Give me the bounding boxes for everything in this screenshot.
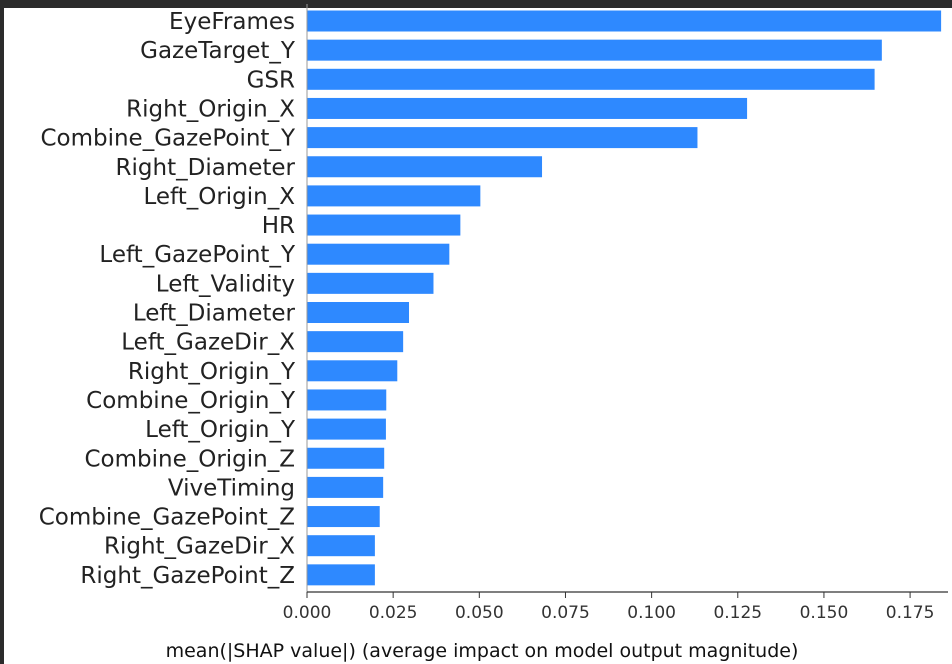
- category-label: Right_GazeDir_X: [104, 534, 295, 560]
- bar-combine-gazepoint-z: [307, 506, 380, 528]
- category-label: Combine_GazePoint_Y: [40, 126, 296, 152]
- category-label: Right_Origin_X: [126, 96, 295, 122]
- x-tick-label: 0.175: [886, 603, 935, 623]
- category-labels-group: EyeFrames GazeTarget_Y GSR Right_Origin_X Co…: [39, 9, 296, 589]
- bar-right-origin-x: [307, 97, 748, 119]
- category-label: GSR: [247, 67, 295, 93]
- bar-left-gazepoint-y: [307, 243, 450, 265]
- bar-combine-gazepoint-y: [307, 127, 698, 149]
- category-label: Left_Diameter: [133, 301, 296, 327]
- x-axis-group: 0.000 0.025 0.050 0.075 0.100 0.125 0.150 0.175: [283, 4, 948, 623]
- bar-vivetiming: [307, 476, 384, 498]
- category-label: Left_Origin_X: [143, 184, 295, 210]
- category-label: Left_Validity: [156, 271, 295, 297]
- x-tick-label: 0.125: [713, 603, 762, 623]
- x-tick-label: 0.075: [541, 603, 590, 623]
- bar-left-origin-y: [307, 418, 386, 440]
- x-tick-label: 0.100: [627, 603, 676, 623]
- bar-left-origin-x: [307, 185, 481, 207]
- bar-combine-origin-y: [307, 389, 387, 411]
- x-tick-label: 0.025: [369, 603, 418, 623]
- category-label: HR: [262, 213, 295, 239]
- bar-left-validity: [307, 272, 434, 294]
- bar-gsr: [307, 68, 875, 90]
- bar-hr: [307, 214, 461, 236]
- category-label: Right_Diameter: [116, 155, 296, 181]
- category-label: Combine_Origin_Y: [86, 388, 296, 414]
- bars-group: [307, 10, 942, 586]
- category-label: Left_GazePoint_Y: [99, 242, 296, 268]
- category-label: Right_GazePoint_Z: [80, 563, 295, 589]
- bar-eyeframes: [307, 10, 942, 32]
- bar-right-origin-y: [307, 360, 398, 382]
- x-axis-title: mean(|SHAP value|) (average impact on mo…: [166, 640, 799, 662]
- bar-right-gazepoint-z: [307, 564, 375, 586]
- category-label: Left_Origin_Y: [145, 417, 296, 443]
- bar-combine-origin-z: [307, 447, 385, 469]
- x-tick-label: 0.050: [455, 603, 504, 623]
- category-label: Left_GazeDir_X: [121, 330, 295, 356]
- category-label: Combine_GazePoint_Z: [39, 505, 295, 531]
- bar-left-gazedir-x: [307, 331, 404, 353]
- bar-right-diameter: [307, 156, 543, 178]
- bar-right-gazedir-x: [307, 535, 375, 557]
- bar-left-diameter: [307, 302, 410, 323]
- category-label: GazeTarget_Y: [140, 38, 296, 64]
- bar-gazetarget-y: [307, 39, 882, 61]
- category-label: ViveTiming: [168, 475, 295, 501]
- x-tick-label: 0.000: [283, 603, 332, 623]
- category-label: Right_Origin_Y: [128, 359, 296, 385]
- category-label: Combine_Origin_Z: [84, 446, 295, 472]
- category-label: EyeFrames: [169, 9, 295, 35]
- x-tick-label: 0.150: [800, 603, 849, 623]
